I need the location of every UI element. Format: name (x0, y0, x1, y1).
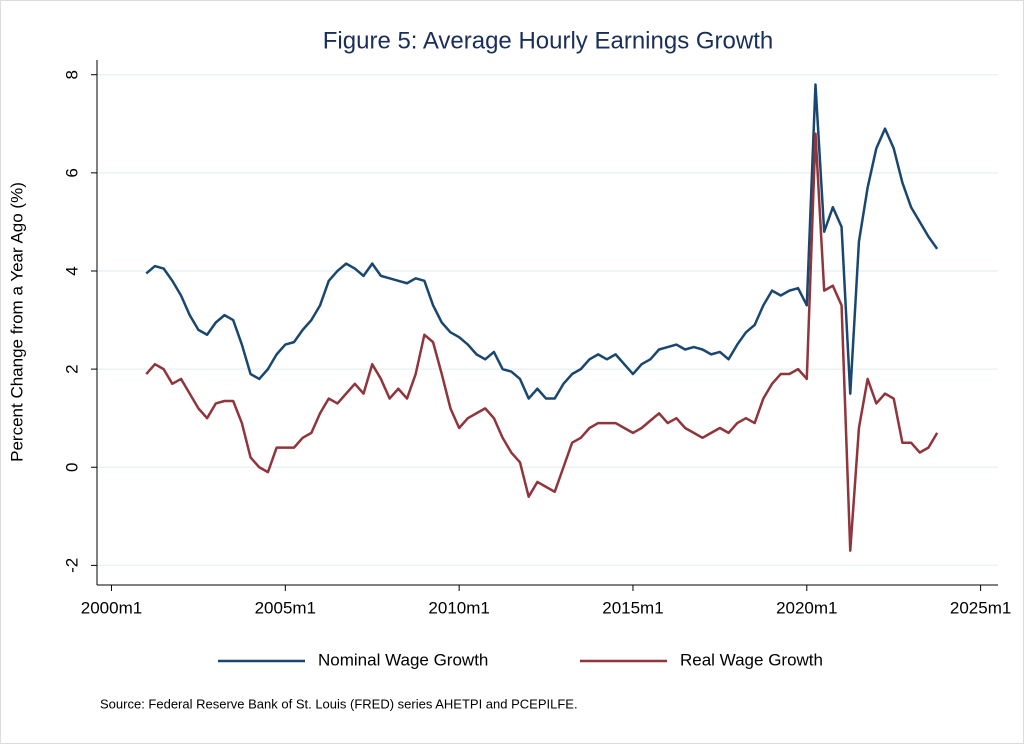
y-tick-label: 8 (62, 70, 81, 79)
x-tick-label: 2000m1 (81, 598, 142, 617)
x-tick-label: 2025m1 (950, 598, 1011, 617)
y-tick-label: 6 (62, 168, 81, 177)
y-axis-title: Percent Change from a Year Ago (%) (7, 182, 26, 462)
x-tick-label: 2015m1 (602, 598, 663, 617)
series-line (145, 132, 939, 552)
y-tick-label: 0 (62, 463, 81, 472)
x-tick-label: 2010m1 (428, 598, 489, 617)
source-note: Source: Federal Reserve Bank of St. Loui… (100, 696, 578, 711)
y-tick-label: -2 (62, 558, 81, 573)
chart-title: Figure 5: Average Hourly Earnings Growth (323, 27, 773, 54)
plot-area (97, 60, 998, 585)
x-tick-label: 2005m1 (255, 598, 316, 617)
series-line (145, 83, 939, 400)
y-tick-label: 2 (62, 364, 81, 373)
x-tick-label: 2020m1 (776, 598, 837, 617)
legend-label: Nominal Wage Growth (318, 650, 488, 669)
y-tick-label: 4 (62, 266, 81, 275)
legend-label: Real Wage Growth (680, 650, 823, 669)
